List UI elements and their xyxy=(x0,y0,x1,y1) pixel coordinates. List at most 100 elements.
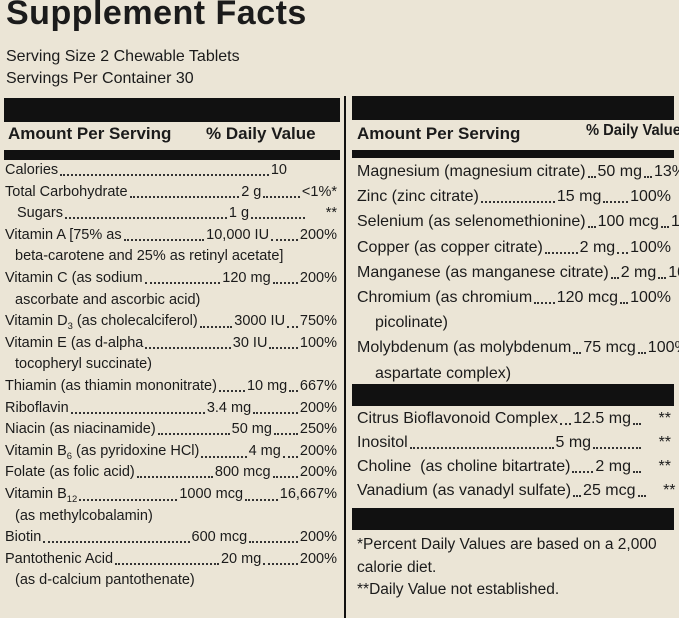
name-text: Molybdenum (as molybdenum xyxy=(357,339,572,357)
daily-value: 200% xyxy=(299,270,337,286)
amount: 30 IU xyxy=(232,334,268,351)
name-text: Magnesium (magnesium citrate) xyxy=(357,163,586,180)
nutrient-name: Vitamin B6 (as pyridoxine HCl) xyxy=(5,443,199,461)
name-text: Vitamin C (as sodium xyxy=(5,270,143,286)
name-text: Choline (as choline bitartrate) xyxy=(357,458,571,475)
daily-value: 667% xyxy=(299,378,337,394)
amount: 4 mg xyxy=(248,442,281,459)
nutrient-row: Riboflavin 3.4 mg 200% xyxy=(5,400,337,416)
amount: 25 mcg xyxy=(583,482,636,499)
leader xyxy=(43,541,190,544)
leader xyxy=(218,390,245,392)
leader xyxy=(263,195,300,198)
amount: 120 mg xyxy=(222,270,271,286)
daily-value: 200% xyxy=(299,550,337,567)
leader xyxy=(603,201,629,204)
daily-value: 200% xyxy=(299,442,337,459)
leader xyxy=(534,302,555,304)
amount: 50 mg xyxy=(597,163,642,180)
nutrient-row: Folate (as folic acid) 800 mcg 200% xyxy=(5,464,337,480)
nutrient-row: Zinc (zinc citrate) 15 mg 100% xyxy=(357,188,671,206)
nutrient-name: Magnesium (magnesium citrate) xyxy=(357,163,586,181)
leader xyxy=(660,226,669,229)
nutrient-name: Vitamin C (as sodium xyxy=(5,270,143,286)
daily-value: 13% xyxy=(654,163,679,180)
nutrient-row: Chromium (as chromium 120 mcg 100% xyxy=(357,289,671,307)
name-text: Vitamin A [75% as xyxy=(5,226,122,243)
nutrient-row: Selenium (as selenomethionine) 100 mcg 143… xyxy=(357,213,679,231)
daily-value: 16,667% xyxy=(279,486,337,502)
leader xyxy=(251,217,305,220)
nutrient-row: Sugars 1 g ** xyxy=(17,205,337,221)
nutrient-name: Total Carbohydrate xyxy=(5,184,128,200)
nutrient-row: Copper (as copper citrate) 2 mg 100% xyxy=(357,239,671,257)
leader xyxy=(620,302,629,304)
thick-rule xyxy=(4,98,340,122)
name-text: Pantothenic Acid xyxy=(5,550,114,567)
daily-value: 100% xyxy=(630,238,671,256)
amount: 1000 mcg xyxy=(179,486,244,502)
nutrient-name: Folate (as folic acid) xyxy=(5,464,135,480)
name-text: (as cholecalciferol) xyxy=(72,313,198,330)
name-text: Sugars xyxy=(17,205,63,222)
daily-value: 143% xyxy=(670,213,679,231)
leader xyxy=(282,455,298,458)
nutrient-row: Citrus Bioflavonoid Complex 12.5 mg ** xyxy=(357,410,671,428)
rule xyxy=(4,150,340,160)
leader xyxy=(79,498,178,501)
leader xyxy=(289,390,298,392)
leader xyxy=(633,423,641,425)
nutrient-name: Vitamin D3 (as cholecalciferol) xyxy=(5,313,198,331)
amount: 800 mcg xyxy=(214,464,271,481)
name-text: Vitamin E (as d-alpha xyxy=(5,334,144,351)
amount: 20 mg xyxy=(220,550,262,567)
nutrient-name: Vanadium (as vanadyl sulfate) xyxy=(357,482,571,500)
daily-value: 250% xyxy=(299,421,337,438)
leader xyxy=(115,562,219,565)
nutrient-name: Sugars xyxy=(17,205,63,221)
leader xyxy=(593,447,642,449)
nutrient-row: Vitamin E (as d-alpha 30 IU 100% xyxy=(5,335,337,351)
nutrient-row: Pantothenic Acid 20 mg 200% xyxy=(5,551,337,567)
name-text: Vitamin B xyxy=(5,486,67,502)
nutrient-name: Calories xyxy=(5,162,58,178)
leader xyxy=(658,276,667,279)
daily-value: ** xyxy=(658,458,671,475)
leader xyxy=(70,411,205,414)
daily-value: 100% xyxy=(630,188,671,206)
amount: 2 mg xyxy=(595,458,631,475)
leader xyxy=(637,495,646,497)
nutrient-name: Inositol xyxy=(357,434,408,452)
column-header: % Daily Value xyxy=(586,122,679,139)
nutrient-name: Niacin (as niacinamide) xyxy=(5,421,156,437)
name-text: Riboflavin xyxy=(5,399,69,416)
leader xyxy=(287,326,298,329)
leader xyxy=(617,251,629,254)
amount: 10,000 IU xyxy=(206,226,270,243)
name-text: Copper (as copper citrate) xyxy=(357,238,543,256)
nutrient-row: Vanadium (as vanadyl sulfate) 25 mcg ** xyxy=(357,482,676,500)
name-text: Chromium (as chromium xyxy=(357,289,533,306)
nutrient-continuation: beta-carotene and 25% as retinyl acetate… xyxy=(15,248,284,265)
nutrient-continuation: picolinate) xyxy=(375,314,448,332)
amount: 2 g xyxy=(241,183,262,200)
daily-value: ** xyxy=(325,205,337,222)
leader xyxy=(272,282,298,284)
nutrient-row: Vitamin B6 (as pyridoxine HCl) 4 mg 200% xyxy=(5,443,337,461)
name-text: Calories xyxy=(5,162,59,178)
leader xyxy=(129,195,240,198)
amount: 1 g xyxy=(228,205,250,222)
leader xyxy=(573,495,582,497)
name-subscript: 3 xyxy=(67,320,73,332)
leader xyxy=(644,176,652,178)
daily-value: 200% xyxy=(299,464,338,481)
name-text: Niacin (as niacinamide) xyxy=(5,421,156,438)
footnote: *Percent Daily Values are based on a 2,0… xyxy=(357,536,657,553)
daily-value: 100% xyxy=(630,289,671,306)
leader xyxy=(199,326,233,329)
leader xyxy=(610,276,619,279)
amount: 5 mg xyxy=(555,434,592,451)
thick-rule xyxy=(352,96,674,120)
nutrient-name: Selenium (as selenomethionine) xyxy=(357,213,586,231)
name-text: Vitamin D xyxy=(5,313,68,330)
